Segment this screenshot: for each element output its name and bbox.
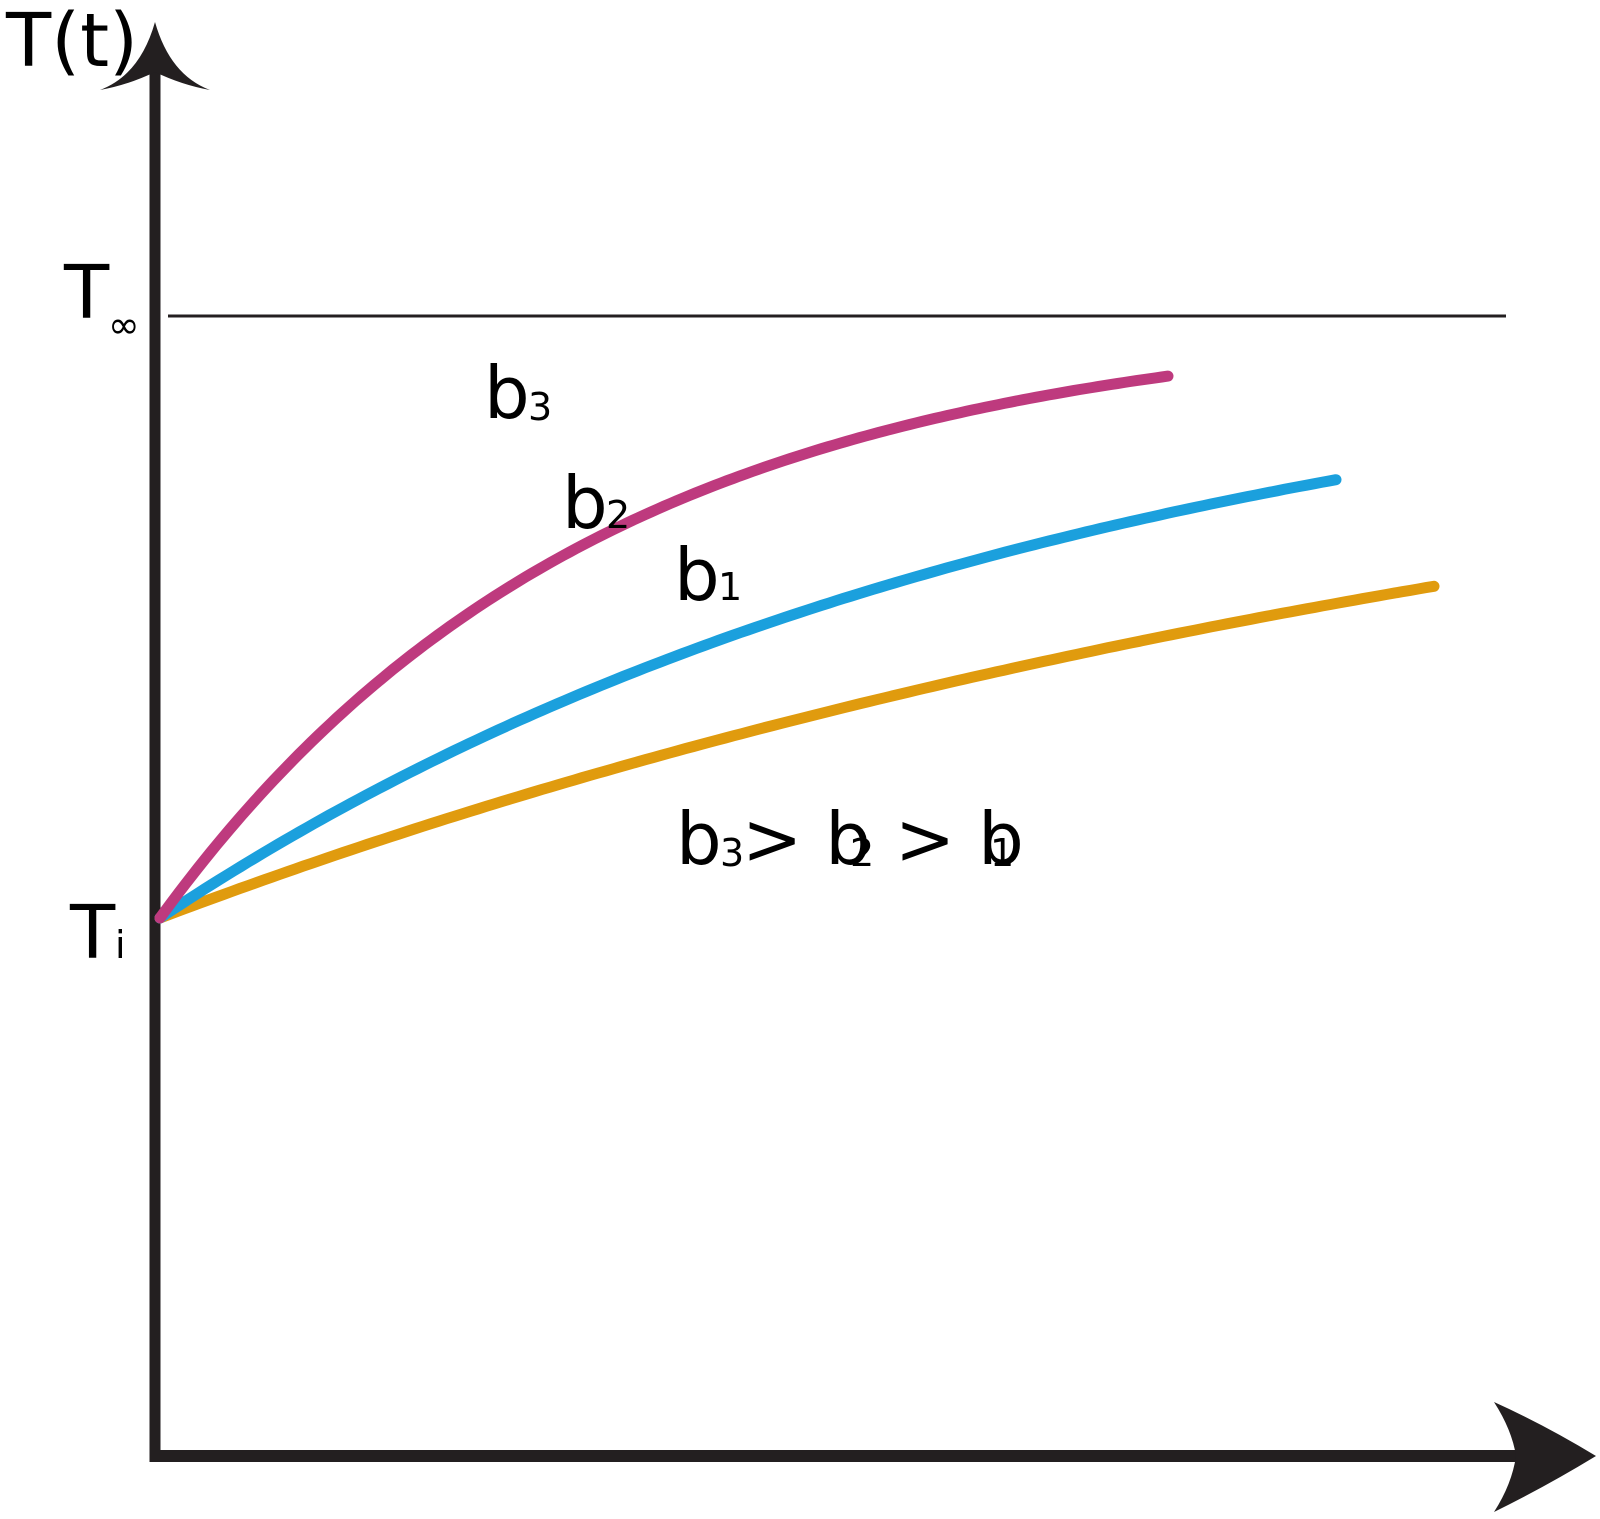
x-axis-arrowhead <box>1494 1402 1596 1512</box>
y-tick-label-ti: T <box>69 890 116 976</box>
annotation-b1-sub: 1 <box>990 831 1014 875</box>
annotation-b3: b <box>676 797 722 881</box>
y-axis-arrowhead <box>100 22 210 90</box>
series-label-b3-sub: 3 <box>528 385 552 429</box>
y-axis-label: T(t) <box>5 0 138 84</box>
y-tick-label-tinf-sub: ∞ <box>108 303 140 347</box>
series-line-b1 <box>154 580 1440 924</box>
annotation-gt-b1: > b <box>872 797 1024 881</box>
series-line-b3 <box>154 370 1174 924</box>
annotation-b2-sub: 2 <box>850 831 874 875</box>
y-tick-label-tinf: T <box>63 250 110 336</box>
series-label-b1: b <box>674 533 720 617</box>
series-label-b2-sub: 2 <box>606 493 630 537</box>
curves-group <box>154 370 1440 924</box>
series-label-b2: b <box>562 461 608 545</box>
series-line-b2 <box>154 474 1342 924</box>
annotation-gt-b2: > b <box>742 797 871 881</box>
series-label-b3: b <box>484 351 530 435</box>
y-tick-label-ti-sub: i <box>115 923 126 967</box>
annotation-b3-sub: 3 <box>720 831 744 875</box>
series-label-b1-sub: 1 <box>718 565 742 609</box>
